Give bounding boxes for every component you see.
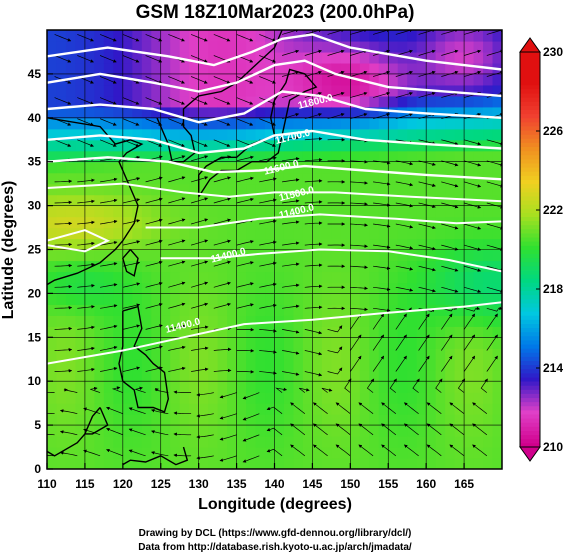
y-tick-label: 45 [28, 67, 42, 81]
y-tick-label: 40 [28, 111, 42, 125]
footer-credit-dcl: Drawing by DCL (https://www.gfd-dennou.o… [139, 528, 412, 539]
y-axis: 0 5 10 15 20 25 30 35 40 45 [28, 67, 53, 476]
x-tick-label: 155 [378, 477, 398, 491]
height-contours [47, 33, 502, 365]
height-contour [47, 90, 502, 124]
colorbar-tick-label: 218 [543, 282, 563, 296]
y-tick-label: 20 [28, 286, 42, 300]
x-tick-label: 160 [416, 477, 436, 491]
y-tick-label: 30 [28, 199, 42, 213]
height-contour [47, 33, 502, 71]
colorbar-tick-label: 230 [543, 45, 563, 59]
y-tick-label: 5 [34, 418, 41, 432]
x-tick-label: 145 [302, 477, 322, 491]
x-tick-label: 110 [37, 477, 57, 491]
chart-title: GSM 18Z10Mar2023 (200.0hPa) [136, 2, 415, 23]
colorbar-extend-high [519, 37, 541, 53]
colorbar-tick-label: 210 [543, 440, 563, 454]
y-tick-label: 35 [28, 155, 42, 169]
x-axis-label: Longitude (degrees) [198, 496, 352, 513]
y-tick-label: 25 [28, 243, 42, 257]
x-tick-label: 135 [227, 477, 247, 491]
plot-area: 11800.011700.011600.011500.011400.011400… [46, 29, 503, 470]
colorbar-extend-low [519, 446, 541, 462]
x-tick-label: 130 [189, 477, 209, 491]
colorbar: 210 214 218 222 226 230 [519, 37, 563, 462]
x-tick-label: 115 [75, 477, 95, 491]
x-tick-label: 125 [151, 477, 171, 491]
x-tick-label: 165 [454, 477, 474, 491]
x-axis: 110 115 120 125 130 135 140 145 150 155 160 165 [37, 463, 474, 491]
footer-credit-data: Data from http://database.rish.kyoto-u.a… [138, 542, 412, 553]
height-contour [160, 248, 502, 273]
height-contour [47, 129, 502, 155]
x-tick-label: 150 [340, 477, 360, 491]
height-contour [47, 301, 502, 365]
y-tick-label: 0 [34, 462, 41, 476]
height-contour [47, 182, 502, 203]
colorbar-tick-label: 214 [543, 361, 563, 375]
colorbar-tick-label: 226 [543, 124, 563, 138]
height-contour [47, 156, 502, 181]
wind-streamlines [47, 30, 502, 463]
height-contour [145, 213, 502, 229]
y-axis-label: Latitude (degrees) [0, 181, 17, 320]
y-tick-label: 10 [28, 374, 42, 388]
height-contour [47, 59, 502, 98]
colorbar-frame [519, 51, 541, 448]
y-tick-label: 15 [28, 330, 42, 344]
x-tick-label: 120 [113, 477, 133, 491]
colorbar-tick-label: 222 [543, 203, 563, 217]
height-contour [47, 229, 111, 253]
x-tick-label: 140 [264, 477, 284, 491]
